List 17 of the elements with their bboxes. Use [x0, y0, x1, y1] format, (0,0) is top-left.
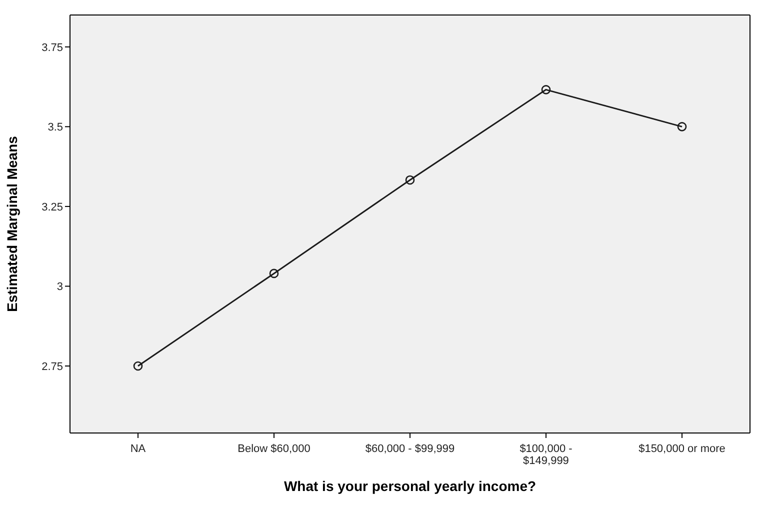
- x-tick-label: NA: [130, 443, 146, 455]
- x-tick-label: $150,000 or more: [638, 443, 726, 455]
- y-tick-label: 2.75: [42, 360, 63, 373]
- point: [405, 175, 415, 185]
- point: [677, 122, 687, 132]
- point: [269, 268, 279, 278]
- point: [541, 85, 551, 94]
- y-tick-label: 3: [56, 281, 63, 294]
- y-tick-label: 3.25: [42, 201, 63, 214]
- x-tick-label: Below $60,000: [238, 443, 310, 455]
- y-axis-title: Estimated Marginal Means: [4, 136, 20, 312]
- point: [133, 361, 143, 371]
- y-tick-label: 3.5: [48, 122, 63, 134]
- x-tick-label: $60,000 - $99,999: [365, 443, 455, 455]
- x-tick-label: $100,000 - $149,999: [520, 443, 573, 467]
- y-tick-label: 3.75: [42, 42, 63, 54]
- x-axis-title: What is your personal yearly income?: [284, 478, 536, 494]
